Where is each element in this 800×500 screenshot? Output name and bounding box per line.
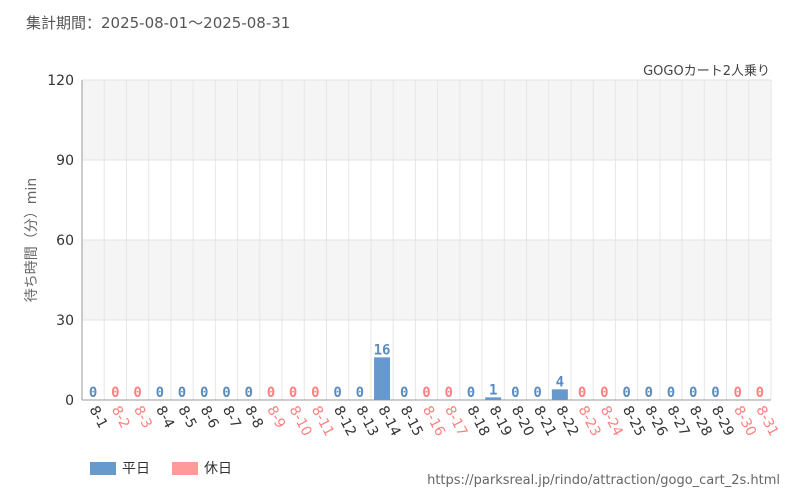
bar-value-label: 0	[311, 385, 319, 401]
legend-item-weekday[interactable]: 平日	[90, 458, 150, 478]
bar-value-label: 0	[422, 385, 430, 401]
bar-value-label: 0	[222, 385, 230, 401]
bar-value-label: 0	[511, 385, 519, 401]
bar-8-22	[551, 389, 568, 400]
bar-value-label: 0	[200, 385, 208, 401]
bar-value-label: 0	[244, 385, 252, 401]
bar-value-label: 0	[756, 385, 764, 401]
bar-chart: 0306090120待ち時間（分）min08-108-208-308-408-5…	[24, 73, 781, 439]
legend-item-holiday[interactable]: 休日	[172, 458, 232, 478]
legend-label-holiday: 休日	[204, 461, 232, 477]
bar-value-label: 0	[467, 385, 475, 401]
bar-value-label: 0	[400, 385, 408, 401]
plot-band	[82, 320, 771, 400]
bar-value-label: 0	[622, 385, 630, 401]
plot-band	[82, 80, 771, 160]
y-axis-label: 待ち時間（分）min	[24, 178, 40, 302]
y-tick-label: 90	[56, 153, 74, 169]
x-tick-label: 8-7	[219, 403, 244, 431]
plot-band	[82, 240, 771, 320]
y-tick-label: 60	[56, 233, 74, 249]
x-tick-label: 8-5	[174, 403, 199, 431]
x-tick-label: 8-8	[241, 403, 266, 431]
x-tick-label: 8-2	[108, 403, 133, 431]
bar-8-19	[485, 397, 502, 400]
bar-value-label: 0	[733, 385, 741, 401]
bar-value-label: 0	[133, 385, 141, 401]
bar-value-label: 0	[533, 385, 541, 401]
bar-value-label: 0	[289, 385, 297, 401]
x-tick-label: 8-6	[197, 403, 222, 431]
bar-value-label: 4	[556, 374, 564, 390]
x-tick-label: 8-4	[152, 403, 177, 431]
bar-value-label: 0	[445, 385, 453, 401]
bar-value-label: 0	[111, 385, 119, 401]
bar-value-label: 0	[89, 385, 97, 401]
x-tick-label: 8-3	[130, 403, 155, 431]
bar-value-label: 0	[711, 385, 719, 401]
legend-swatch-weekday	[90, 461, 116, 475]
bar-value-label: 16	[374, 342, 391, 358]
x-tick-label: 8-31	[752, 403, 781, 439]
legend-swatch-holiday	[172, 461, 198, 475]
source-url[interactable]: https://parksreal.jp/rindo/attraction/go…	[427, 473, 780, 488]
y-tick-label: 0	[65, 393, 74, 409]
y-tick-label: 120	[47, 73, 74, 89]
bar-value-label: 0	[667, 385, 675, 401]
bar-value-label: 0	[178, 385, 186, 401]
collection-period: 集計期間：2025-08-01～2025-08-31	[26, 14, 291, 32]
bar-value-label: 0	[356, 385, 364, 401]
legend-label-weekday: 平日	[122, 461, 150, 477]
bar-value-label: 0	[333, 385, 341, 401]
plot-band	[82, 160, 771, 240]
bar-value-label: 1	[489, 382, 497, 398]
chart-title: GOGOカート2人乗り	[643, 64, 770, 79]
x-tick-label: 8-9	[263, 403, 288, 431]
x-tick-label: 8-1	[86, 403, 111, 431]
bar-value-label: 0	[267, 385, 275, 401]
bar-value-label: 0	[600, 385, 608, 401]
bar-value-label: 0	[578, 385, 586, 401]
bar-value-label: 0	[645, 385, 653, 401]
bar-8-14	[374, 357, 391, 400]
y-tick-label: 30	[56, 313, 74, 329]
bar-value-label: 0	[156, 385, 164, 401]
bar-value-label: 0	[689, 385, 697, 401]
chart-legend: 平日 休日	[90, 458, 254, 478]
